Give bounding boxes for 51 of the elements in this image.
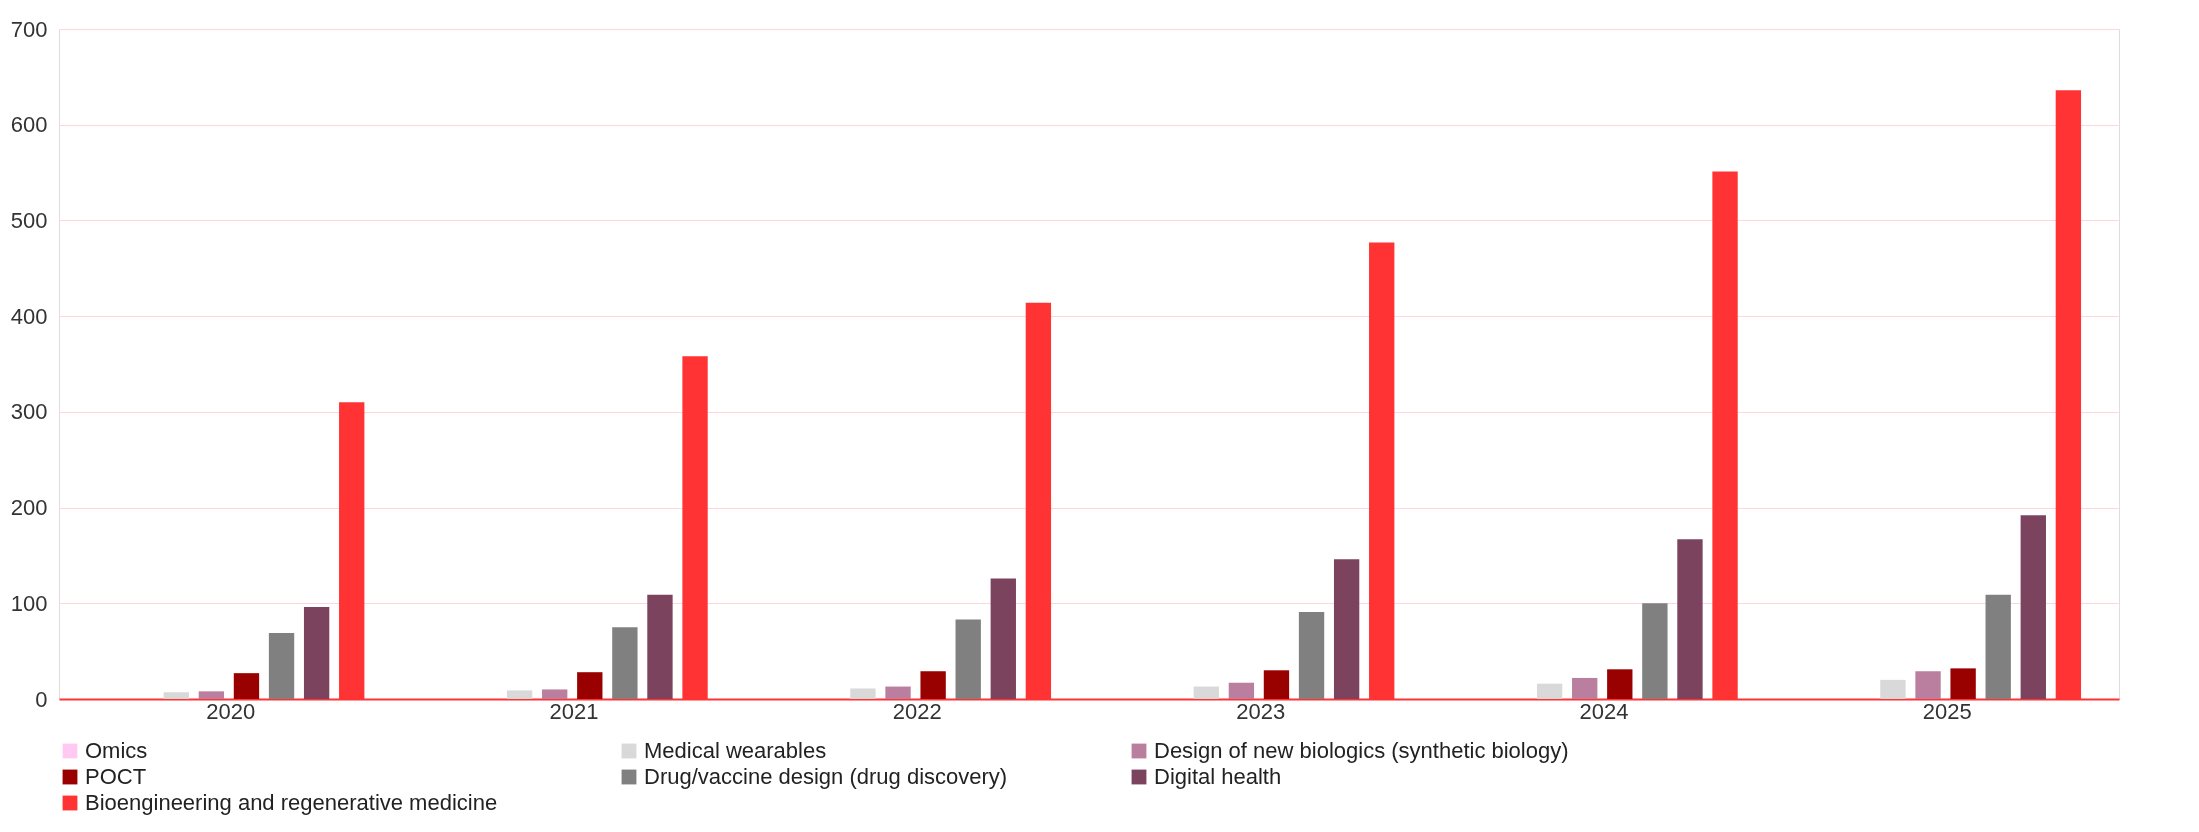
y-tick-label: 600 xyxy=(10,112,48,138)
bar xyxy=(506,690,533,699)
legend-label: POCT xyxy=(85,764,147,789)
bar xyxy=(850,688,876,699)
bar xyxy=(233,673,260,699)
x-tick-label: 2022 xyxy=(892,698,942,724)
legend-label: Digital health xyxy=(1154,764,1282,789)
bar xyxy=(163,692,189,699)
x-tick-label: 2025 xyxy=(1922,698,1972,724)
x-tick-label: 2024 xyxy=(1579,698,1629,724)
bar xyxy=(1298,611,1325,699)
bar xyxy=(1228,682,1255,699)
bar xyxy=(990,578,1016,699)
bar xyxy=(1263,670,1290,699)
bar xyxy=(612,627,638,699)
bar xyxy=(1677,539,1703,699)
bar xyxy=(268,632,295,699)
legend-label: Omics xyxy=(85,738,148,763)
bar xyxy=(2020,515,2046,699)
bar xyxy=(1333,559,1360,699)
x-tick-label: 2023 xyxy=(1236,698,1286,724)
y-tick-label: 700 xyxy=(10,16,48,42)
legend-label: Medical wearables xyxy=(644,738,827,763)
bar xyxy=(542,689,568,699)
bar xyxy=(885,686,911,699)
y-tick-label: 500 xyxy=(10,207,48,233)
x-tick-label: 2021 xyxy=(549,698,599,724)
bar xyxy=(1915,671,1941,699)
y-tick-label: 0 xyxy=(35,686,48,712)
bar xyxy=(1642,603,1668,699)
bar xyxy=(1950,668,1976,699)
y-tick-label: 200 xyxy=(10,495,48,521)
bar xyxy=(920,671,946,699)
bar xyxy=(303,607,330,699)
bar xyxy=(1880,679,1906,699)
bar xyxy=(1536,683,1563,699)
y-tick-label: 400 xyxy=(10,303,48,329)
y-tick-label: 100 xyxy=(10,590,48,616)
bar xyxy=(1607,669,1633,699)
legend-label: Drug/vaccine design (drug discovery) xyxy=(644,764,1008,789)
bar xyxy=(1985,594,2011,699)
bar xyxy=(1572,677,1598,699)
bar xyxy=(647,594,673,699)
bar xyxy=(577,672,603,699)
y-tick-label: 300 xyxy=(10,399,48,425)
bar xyxy=(198,691,225,699)
bar xyxy=(955,619,981,699)
x-tick-label: 2020 xyxy=(206,698,256,724)
bar xyxy=(1193,686,1219,699)
legend-label: Bioengineering and regenerative medicine xyxy=(85,790,498,815)
legend-label: Design of new biologics (synthetic biology) xyxy=(1154,738,1569,763)
